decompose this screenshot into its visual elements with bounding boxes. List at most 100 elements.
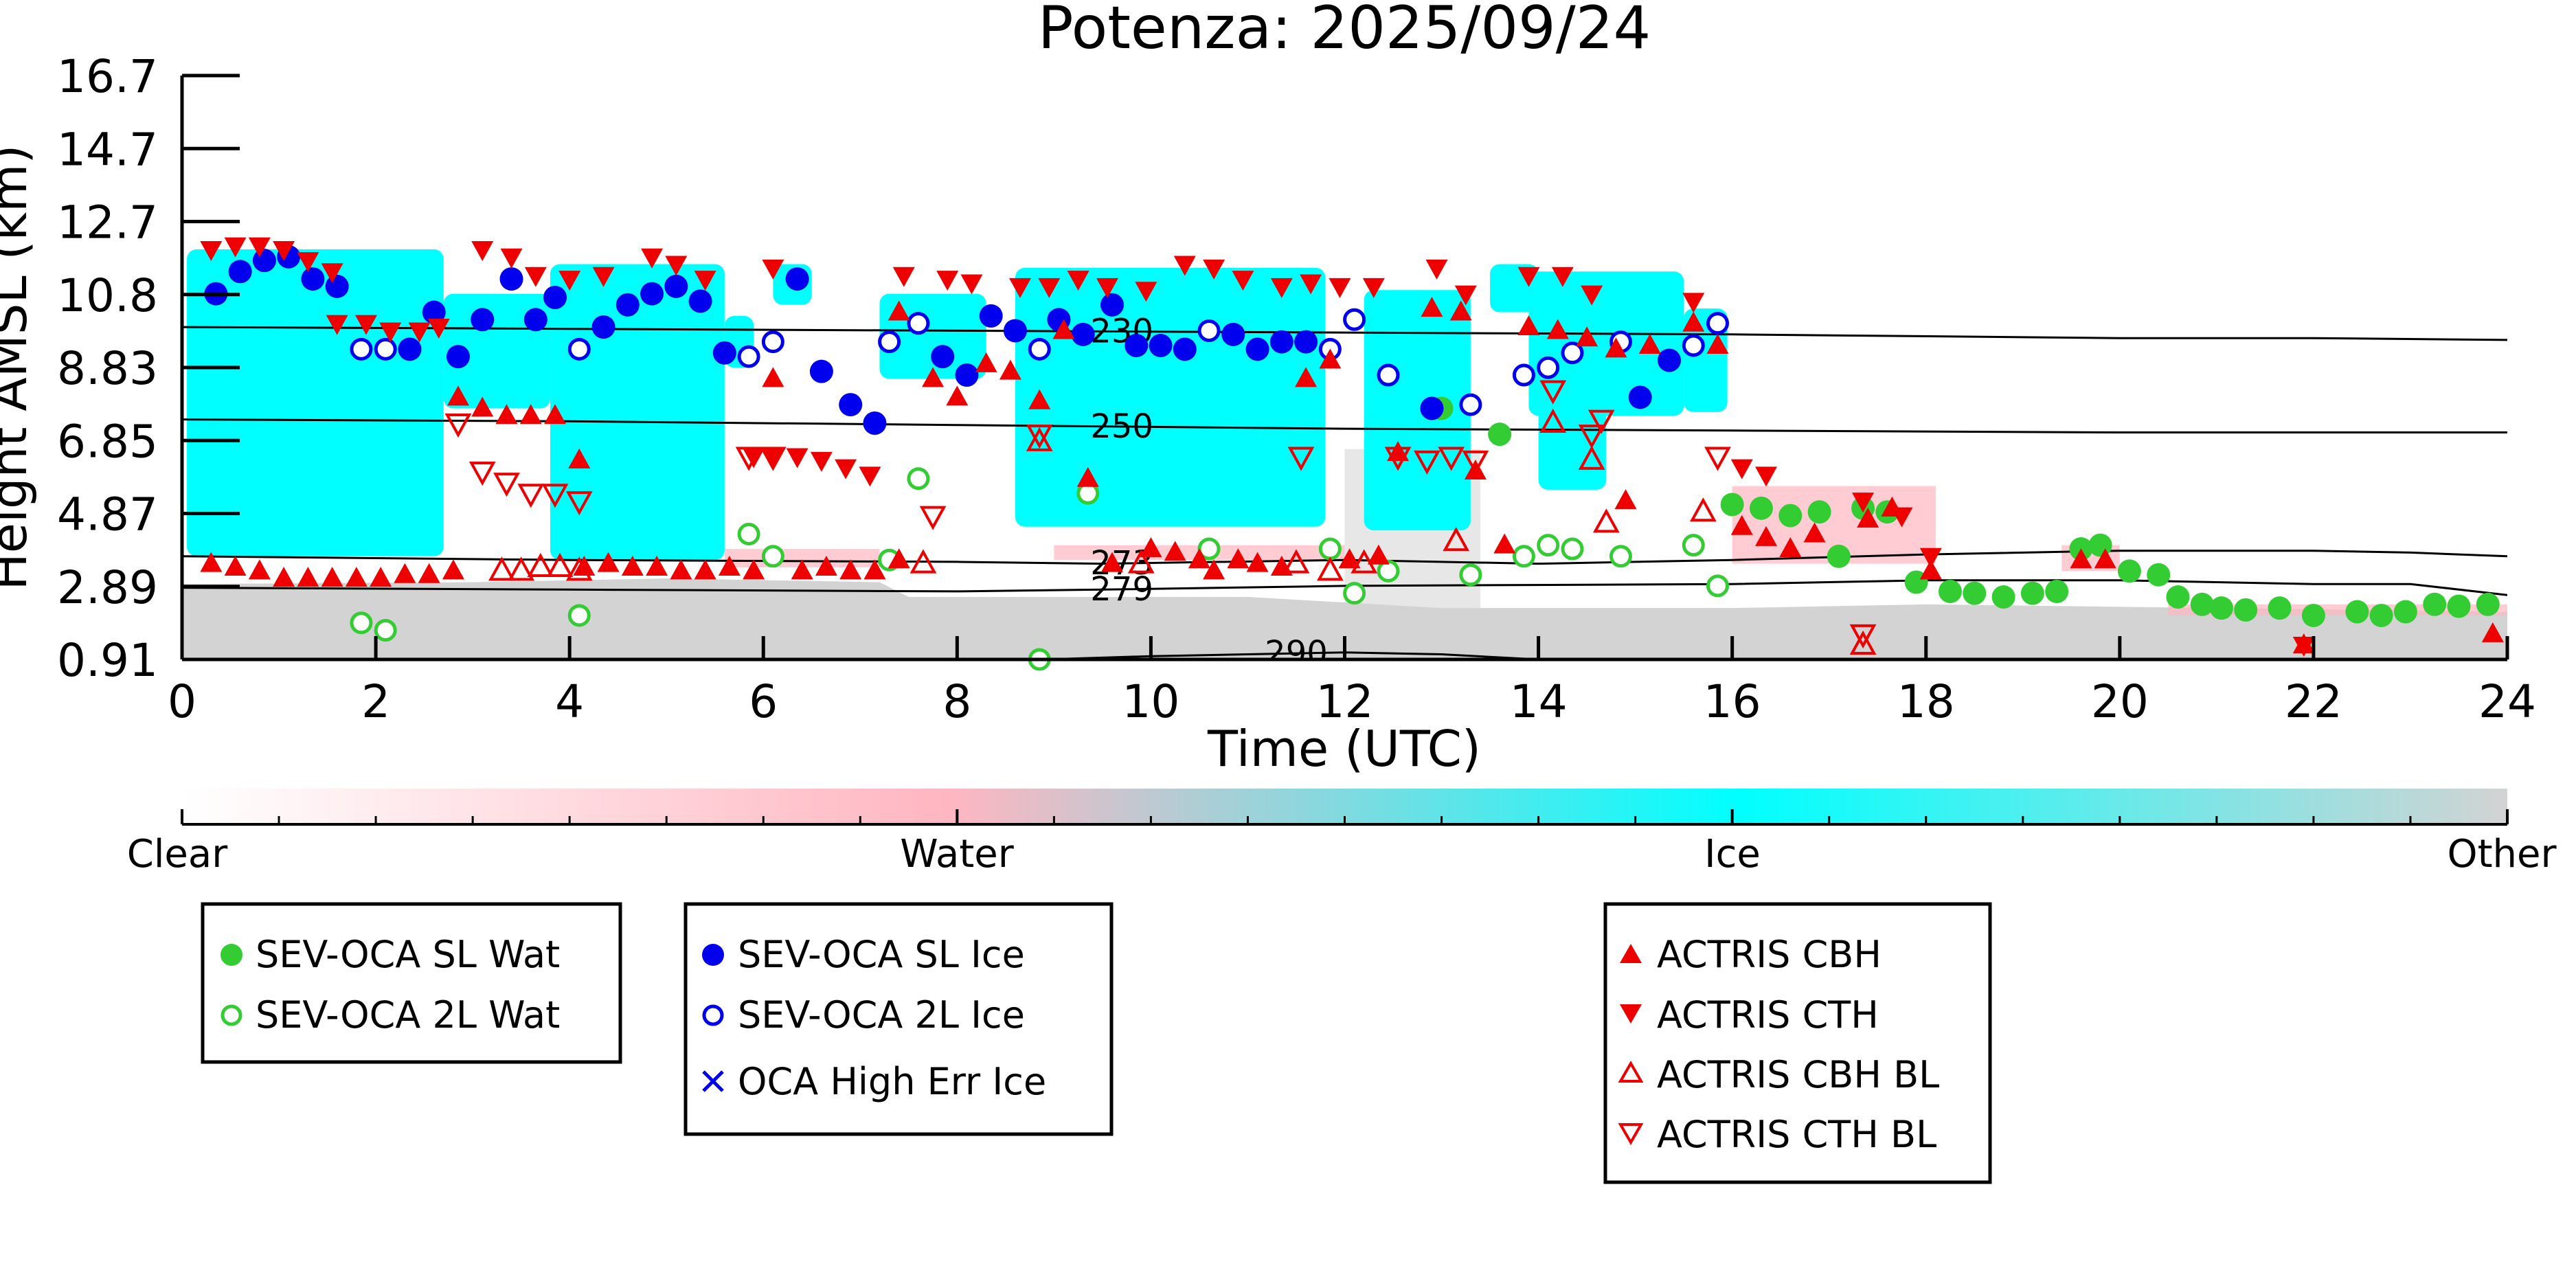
point-actris-cth xyxy=(427,319,450,339)
point-sev-oca-sl-wat xyxy=(2190,592,2214,616)
point-actris-cth-bl xyxy=(919,506,947,530)
point-actris-cth xyxy=(1517,267,1540,287)
point-sev-oca-sl-ice xyxy=(955,363,979,387)
point-actris-cbh xyxy=(597,552,620,572)
point-actris-cbh xyxy=(1857,507,1879,528)
point-actris-cbh-bl xyxy=(527,552,554,577)
point-sev-oca-sl-wat xyxy=(2088,533,2112,557)
point-sev-oca-sl-ice xyxy=(785,267,809,291)
point-actris-cth xyxy=(1852,493,1875,513)
y-tick-label: 14.7 xyxy=(57,123,158,176)
colorbar-ticks xyxy=(181,809,2509,824)
legend-label-2l-wat: SEV-OCA 2L Wat xyxy=(256,993,560,1037)
chart-title: Potenza: 2025/09/24 xyxy=(1038,0,1651,63)
point-sev-oca-2l-wat xyxy=(1706,574,1730,598)
point-sev-oca-sl-ice xyxy=(615,293,640,317)
point-actris-cbh xyxy=(694,559,716,580)
point-sev-oca-sl-ice xyxy=(398,337,422,361)
y-tick-label: 2.89 xyxy=(57,561,158,614)
point-actris-cth xyxy=(224,237,247,258)
point-sev-oca-2l-ice xyxy=(374,337,397,361)
point-sev-oca-sl-wat xyxy=(2447,594,2471,618)
contour-line xyxy=(182,418,2507,433)
point-actris-cbh xyxy=(888,300,910,321)
point-actris-cth-bl xyxy=(565,491,593,516)
legend-water-frame xyxy=(201,902,622,1064)
point-actris-cth-bl xyxy=(1287,447,1315,471)
point-actris-cth-bl xyxy=(444,414,472,438)
point-sev-oca-sl-wat xyxy=(2045,579,2069,603)
point-sev-oca-2l-ice xyxy=(737,345,760,368)
point-actris-cth xyxy=(1329,278,1351,298)
legend-marker-sl-wat xyxy=(221,944,242,966)
point-actris-cbh xyxy=(999,359,1021,380)
point-actris-cbh xyxy=(1203,559,1225,580)
point-sev-oca-sl-wat xyxy=(1488,422,1512,447)
point-actris-cbh xyxy=(1028,389,1051,409)
point-sev-oca-sl-wat xyxy=(2423,592,2447,616)
point-actris-cbh xyxy=(224,555,247,576)
point-actris-cbh xyxy=(200,552,223,572)
point-actris-cth xyxy=(1730,459,1753,479)
point-actris-cth xyxy=(1425,259,1448,280)
y-tick-label: 16.7 xyxy=(57,50,158,103)
legend-marker-actris-cth-bl xyxy=(1618,1123,1644,1146)
point-actris-cbh xyxy=(442,559,464,580)
point-actris-cbh-bl xyxy=(1026,427,1053,451)
point-actris-cbh xyxy=(447,385,469,406)
point-sev-oca-sl-ice xyxy=(688,289,712,313)
x-tick-label: 6 xyxy=(749,675,778,728)
point-actris-cth xyxy=(1362,278,1385,298)
point-actris-cbh xyxy=(1706,333,1729,354)
point-actris-cbh xyxy=(975,352,997,372)
point-actris-cbh xyxy=(1449,300,1472,321)
point-actris-cth-bl xyxy=(517,484,545,508)
point-actris-cbh xyxy=(297,567,319,587)
point-sev-oca-2l-wat xyxy=(1512,545,1535,568)
x-tick-label: 20 xyxy=(2091,675,2149,728)
point-actris-cth xyxy=(810,451,833,472)
point-actris-cbh xyxy=(495,404,518,425)
point-sev-oca-2l-wat xyxy=(1318,537,1342,561)
point-sev-oca-sl-ice xyxy=(499,267,523,291)
point-actris-cth xyxy=(1067,271,1089,291)
point-sev-oca-2l-ice xyxy=(1028,337,1051,361)
point-actris-cbh xyxy=(1421,297,1443,317)
point-actris-cth-bl xyxy=(468,461,496,486)
point-sev-oca-2l-ice xyxy=(350,337,373,361)
point-sev-oca-sl-wat xyxy=(1720,493,1744,517)
point-actris-cth xyxy=(500,248,523,269)
point-sev-oca-sl-ice xyxy=(979,304,1003,328)
point-sev-oca-sl-ice xyxy=(863,411,887,436)
point-sev-oca-sl-wat xyxy=(2166,585,2190,609)
point-sev-oca-sl-ice xyxy=(1173,337,1197,361)
point-actris-cth xyxy=(2292,637,2315,657)
point-actris-cth xyxy=(641,248,664,269)
point-actris-cbh-bl xyxy=(1443,527,1470,552)
x-tick-label: 14 xyxy=(1510,675,1568,728)
bg-ice-region xyxy=(443,293,550,409)
legend-label-actris-cth: ACTRIS CTH xyxy=(1657,993,1879,1037)
point-actris-cbh xyxy=(1319,348,1342,369)
legend-actris: ACTRIS CBH ACTRIS CTH ACTRIS CBH BL ACTR… xyxy=(1603,902,1992,1184)
point-actris-cbh xyxy=(1076,466,1099,487)
point-sev-oca-sl-ice xyxy=(1420,396,1444,420)
data-points xyxy=(200,237,2504,671)
point-actris-cth xyxy=(1203,259,1225,280)
point-actris-cth-bl xyxy=(1588,409,1615,434)
point-sev-oca-sl-ice xyxy=(301,267,325,291)
point-sev-oca-sl-ice xyxy=(523,308,547,332)
point-actris-cbh xyxy=(544,404,567,425)
point-sev-oca-2l-ice xyxy=(1377,363,1400,387)
point-actris-cth xyxy=(762,448,784,468)
point-actris-cth xyxy=(1173,256,1196,276)
point-actris-cth xyxy=(859,466,881,487)
point-actris-cth-bl xyxy=(1704,447,1731,471)
legend-ice: SEV-OCA SL Ice SEV-OCA 2L Ice OCA High E… xyxy=(683,902,1114,1136)
point-actris-cth xyxy=(936,271,959,291)
point-actris-cth xyxy=(835,459,857,479)
legend-label-actris-cbh: ACTRIS CBH xyxy=(1657,933,1882,976)
point-actris-cth xyxy=(665,256,688,276)
point-actris-cbh xyxy=(888,548,910,569)
point-actris-cth xyxy=(1581,285,1603,306)
